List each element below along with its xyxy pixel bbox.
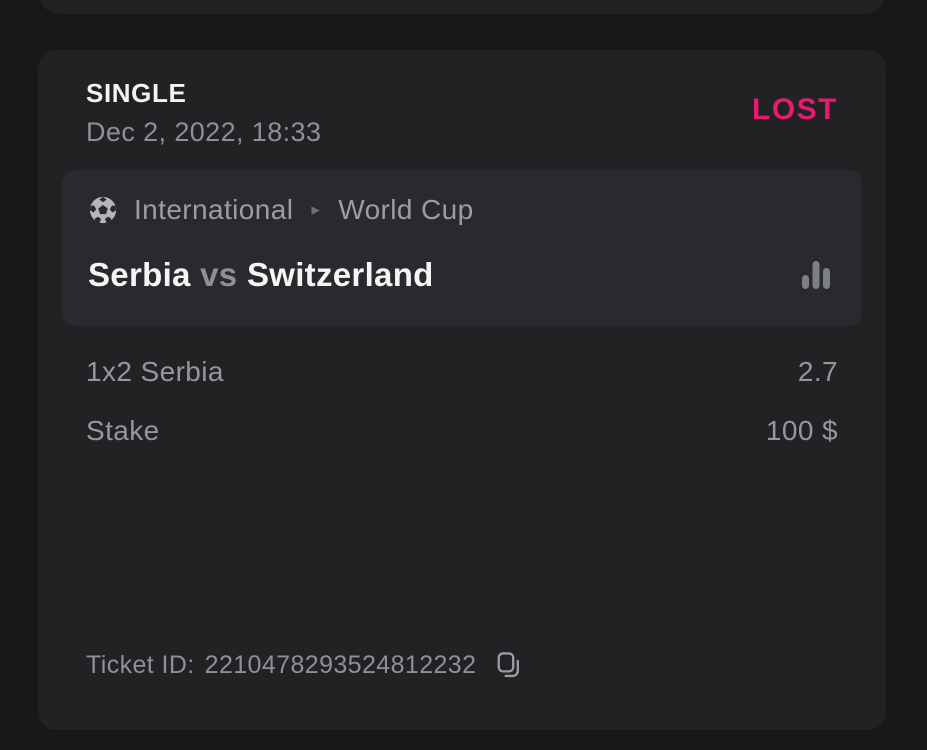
vs-label: vs: [200, 256, 238, 293]
ticket-id-label: Ticket ID:: [86, 650, 195, 679]
match-title-row: Serbia vs Switzerland: [88, 252, 836, 298]
card-header: SINGLE Dec 2, 2022, 18:33 LOST: [62, 78, 862, 148]
match-title: Serbia vs Switzerland: [88, 256, 434, 294]
selection-odds: 2.7: [797, 356, 838, 387]
copy-icon[interactable]: [494, 650, 522, 680]
away-team-name: Switzerland: [246, 256, 434, 293]
event-card: International ▸ World Cup Serbia vs Swit…: [62, 170, 862, 326]
status-badge: LOST: [752, 93, 838, 126]
selection-label: 1x2 Serbia: [86, 356, 224, 387]
ticket-id-value: 2210478293524812232: [204, 650, 477, 679]
breadcrumb-tournament: World Cup: [338, 194, 474, 225]
selection-row: 1x2 Serbia 2.7: [62, 354, 862, 390]
breadcrumb: International ▸ World Cup: [88, 194, 836, 226]
stake-row: Stake 100 $: [62, 413, 862, 449]
bet-placed-datetime: Dec 2, 2022, 18:33: [86, 117, 322, 147]
stake-value: 100 $: [765, 415, 838, 446]
bar-chart-icon[interactable]: [800, 257, 832, 293]
ticket-id-row: Ticket ID: 2210478293524812232: [86, 650, 522, 680]
stake-label: Stake: [86, 415, 160, 446]
bet-type-block: SINGLE Dec 2, 2022, 18:33: [86, 78, 321, 148]
home-team-name: Serbia: [88, 256, 191, 293]
bet-ticket-card: SINGLE Dec 2, 2022, 18:33 LOST: [38, 50, 886, 730]
breadcrumb-category: International: [134, 194, 294, 225]
previous-card-remnant: [38, 0, 886, 14]
soccer-ball-icon: [88, 195, 118, 225]
breadcrumb-separator-icon: ▸: [311, 200, 321, 219]
bet-type-label: SINGLE: [86, 78, 187, 108]
